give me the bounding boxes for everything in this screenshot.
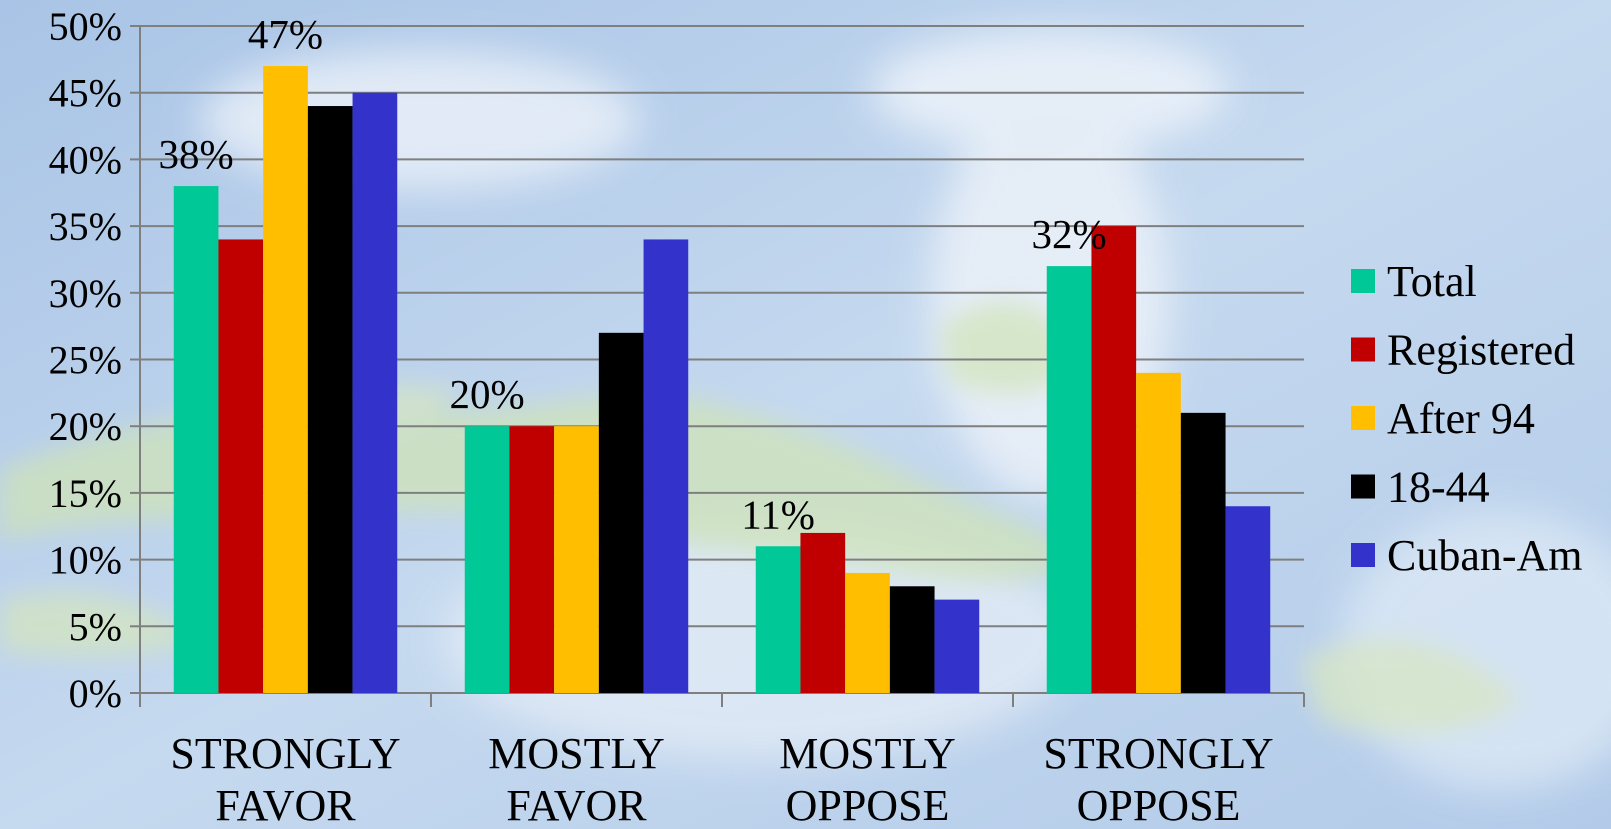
- bar-after-94: [554, 426, 599, 693]
- bar-after-94: [263, 66, 308, 693]
- bar-cuban-am: [352, 92, 398, 693]
- y-tick-label: 30%: [49, 271, 122, 316]
- legend-label: Cuban-Am: [1387, 531, 1583, 580]
- bar-total: [1046, 266, 1092, 693]
- bar-registered: [800, 532, 846, 693]
- bar-total: [755, 546, 801, 693]
- legend-label: After 94: [1387, 394, 1535, 443]
- y-tick-label: 45%: [49, 71, 122, 116]
- bar-18-44: [598, 332, 644, 693]
- y-tick-label: 10%: [49, 538, 122, 583]
- bar-total: [464, 426, 510, 693]
- category-label: MOSTLY FAVOR: [488, 729, 665, 829]
- category-label: MOSTLY OPPOSE: [779, 729, 956, 829]
- x-axis-category-labels: STRONGLY FAVOR MOSTLY FAVOR MOSTLY OPPOSE STRO…: [170, 729, 1273, 829]
- y-tick-label: 35%: [49, 204, 122, 249]
- y-tick-label: 0%: [69, 671, 122, 716]
- bar-cuban-am: [1225, 506, 1271, 693]
- y-tick-label: 15%: [49, 471, 122, 516]
- bars: [173, 66, 1271, 694]
- legend-swatch: [1351, 406, 1375, 430]
- legend: Total Registered After 94 18-44 Cuban-Am: [1351, 257, 1583, 580]
- y-tick-label: 25%: [49, 338, 122, 383]
- bar-after-94: [1136, 372, 1181, 693]
- data-label: 11%: [741, 491, 815, 537]
- bar-18-44: [889, 586, 935, 693]
- bar-total: [173, 186, 219, 693]
- legend-label: Total: [1387, 257, 1477, 306]
- y-axis-tick-labels: 0% 5% 10% 15% 20% 25% 30% 35% 40% 45% 50%: [49, 4, 122, 716]
- data-label: 20%: [450, 371, 525, 417]
- y-tick-label: 40%: [49, 137, 122, 182]
- legend-label: 18-44: [1387, 463, 1490, 512]
- legend-label: Registered: [1387, 326, 1575, 375]
- bar-registered: [509, 426, 555, 693]
- bar-registered: [218, 239, 264, 693]
- legend-swatch: [1351, 474, 1375, 499]
- category-label: STRONGLY OPPOSE: [1043, 729, 1273, 829]
- data-label: 32%: [1032, 211, 1107, 257]
- y-tick-label: 50%: [49, 4, 122, 49]
- bar-cuban-am: [934, 599, 980, 693]
- bar-18-44: [1180, 412, 1226, 693]
- y-tick-label: 5%: [69, 604, 122, 649]
- y-tick-label: 20%: [49, 404, 122, 449]
- bar-cuban-am: [643, 239, 689, 693]
- bar-registered: [1091, 226, 1137, 693]
- bar-after-94: [845, 572, 890, 693]
- bar-18-44: [307, 106, 353, 694]
- data-labels: 38% 47% 20% 11% 32%: [159, 11, 1107, 537]
- data-label: 47%: [248, 11, 323, 57]
- legend-swatch: [1351, 269, 1375, 293]
- data-label: 38%: [159, 131, 234, 177]
- category-label: STRONGLY FAVOR: [170, 729, 400, 829]
- legend-swatch: [1351, 543, 1375, 567]
- legend-swatch: [1351, 337, 1375, 362]
